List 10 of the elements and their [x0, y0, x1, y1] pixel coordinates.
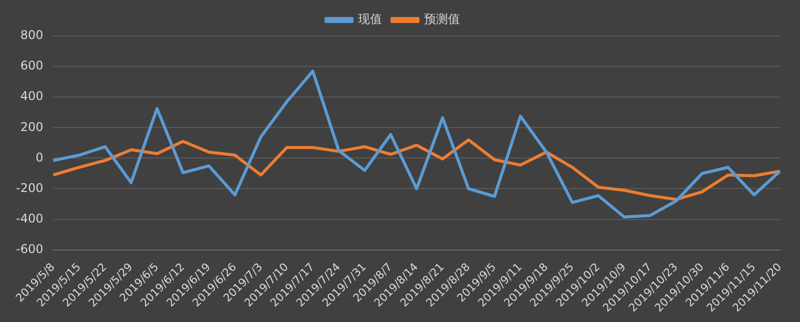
y-tick-label: -200: [16, 180, 44, 195]
y-tick-label: 600: [20, 58, 44, 73]
y-tick-label: 800: [20, 28, 44, 42]
legend-label: 现值: [358, 12, 382, 26]
y-tick-label: 200: [20, 120, 44, 134]
y-tick-label: -600: [16, 242, 44, 256]
y-tick-label: 0: [36, 150, 44, 164]
y-tick-label: 400: [20, 89, 44, 104]
y-tick-label: -400: [16, 211, 44, 226]
legend-label: 预测值: [424, 12, 460, 26]
